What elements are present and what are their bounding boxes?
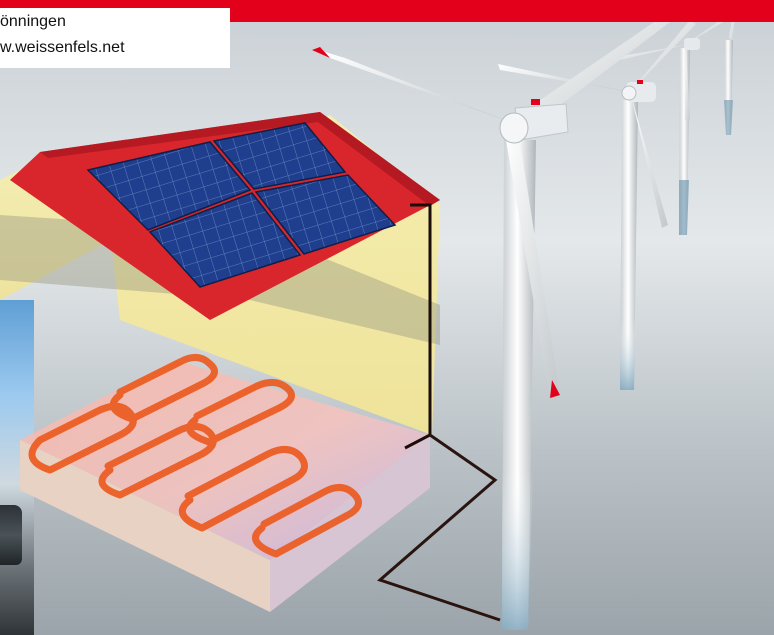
- wind-turbine-main: [312, 12, 674, 630]
- wind-turbine-2: [498, 20, 696, 390]
- caption-website: w.weissenfels.net: [0, 39, 125, 56]
- caption-line-1: önningen: [0, 13, 66, 30]
- car-fragment: [0, 505, 22, 565]
- solar-panel-array: [86, 122, 397, 288]
- floor-heating: [20, 354, 430, 612]
- caption-box: önningen w.weissenfels.net: [0, 8, 230, 68]
- house-illustration: [0, 112, 501, 622]
